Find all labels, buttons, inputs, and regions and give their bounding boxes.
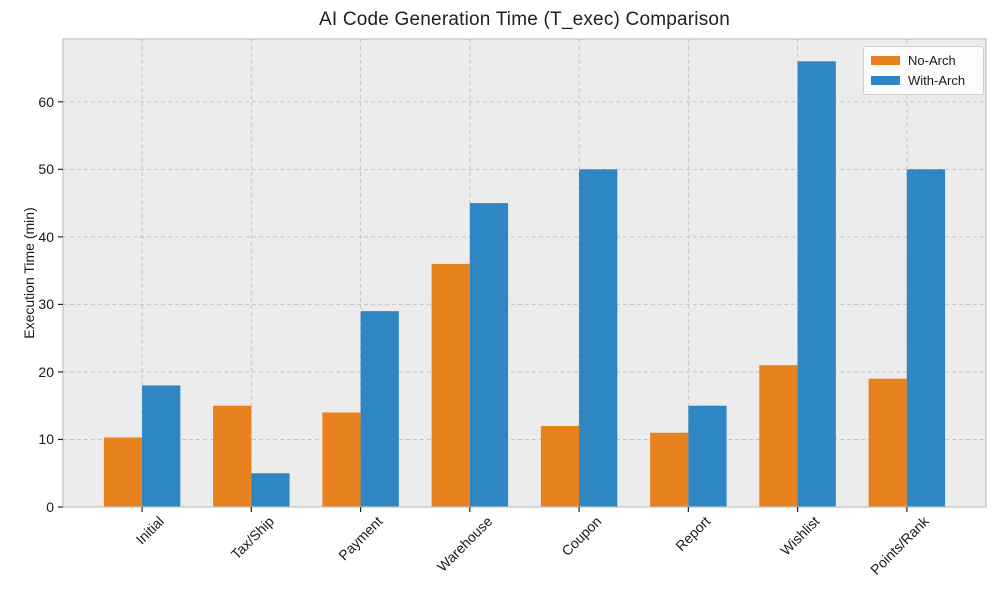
bar-with-arch-warehouse <box>469 203 509 508</box>
bar-with-arch-tax-ship <box>251 473 290 507</box>
legend-swatch-no-arch-icon <box>871 56 900 65</box>
bar-no-arch-initial <box>103 437 143 507</box>
bar-no-arch-coupon <box>540 425 580 507</box>
legend-label: No-Arch <box>908 53 956 68</box>
bar-no-arch-report <box>650 432 689 507</box>
bar-with-arch-report <box>688 405 727 507</box>
legend-label: With-Arch <box>908 73 966 88</box>
bar-with-arch-payment <box>360 311 399 507</box>
plot-border <box>62 38 987 508</box>
bar-no-arch-points-rank <box>868 378 907 507</box>
y-tick-label: 10 <box>38 431 54 448</box>
y-tick-label: 0 <box>46 499 54 515</box>
legend-item-with-arch: With-Arch <box>871 73 975 88</box>
y-tick-label: 20 <box>38 363 54 380</box>
chart-title: AI Code Generation Time (T_exec) Compari… <box>319 9 730 30</box>
bar-with-arch-coupon <box>579 169 618 508</box>
bar-with-arch-wishlist <box>797 61 836 508</box>
legend-item-no-arch: No-Arch <box>871 53 975 68</box>
y-tick-label: 30 <box>38 296 54 313</box>
y-tick-label: 60 <box>38 93 54 110</box>
bar-with-arch-initial <box>142 385 181 507</box>
plot-background <box>63 39 986 507</box>
bar-with-arch-points-rank <box>906 169 946 508</box>
bar-no-arch-payment <box>322 412 361 507</box>
y-tick-label: 50 <box>38 161 54 178</box>
bar-no-arch-wishlist <box>759 365 798 507</box>
bar-no-arch-warehouse <box>431 263 470 507</box>
legend: No-Arch With-Arch <box>863 46 984 95</box>
legend-swatch-with-arch-icon <box>871 76 900 85</box>
bar-no-arch-tax-ship <box>213 405 252 507</box>
y-axis-label: Execution Time (min) <box>21 207 37 339</box>
y-tick-label: 40 <box>38 228 54 245</box>
